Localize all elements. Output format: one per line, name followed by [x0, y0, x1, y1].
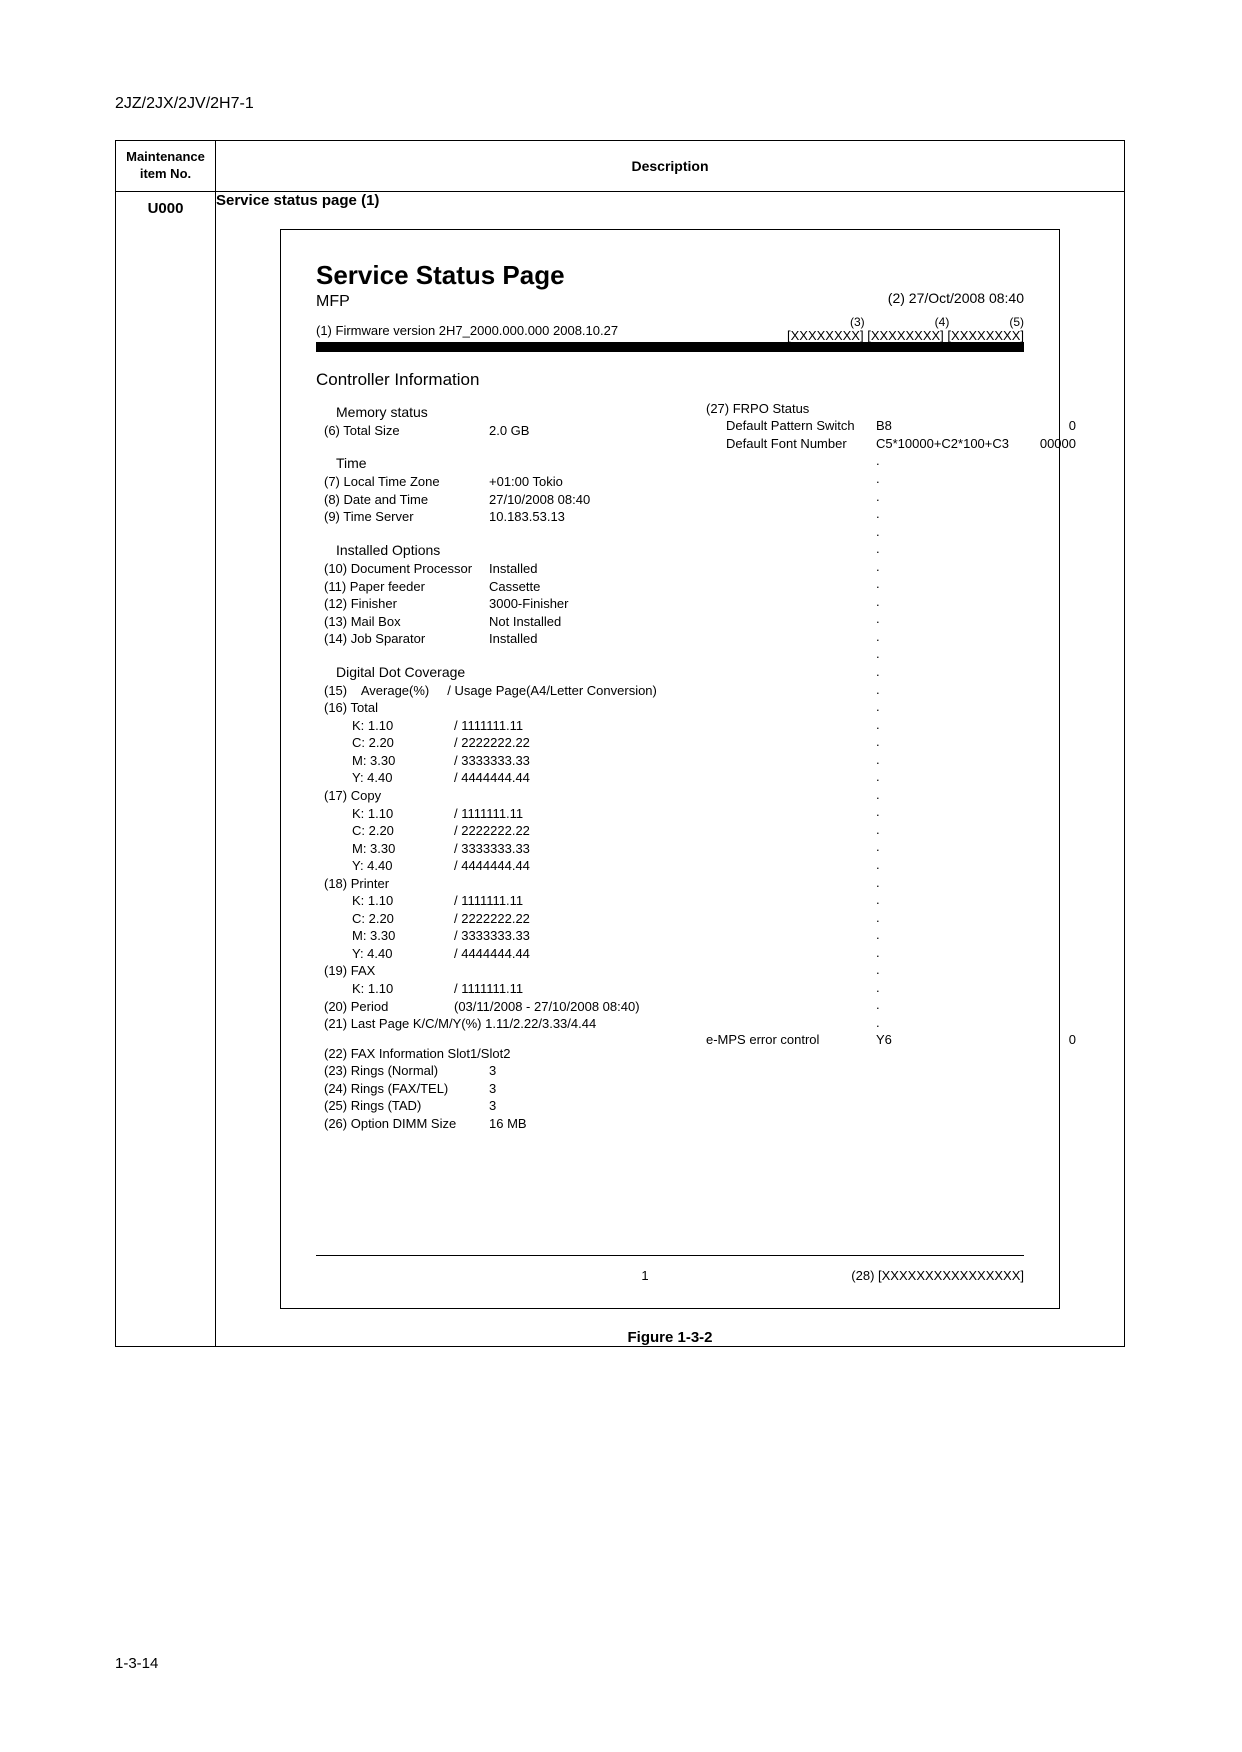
cc-l: C: 2.20	[324, 822, 454, 840]
rt-v: 3	[489, 1097, 686, 1115]
pk-l: K: 1.10	[324, 892, 454, 910]
emps-l: e-MPS error control	[706, 1031, 876, 1049]
js-label: (14) Job Sparator	[324, 630, 489, 648]
fn-label: (12) Finisher	[324, 595, 489, 613]
pf-label: (11) Paper feeder	[324, 578, 489, 596]
ts-label: (9) Time Server	[324, 508, 489, 526]
cm-v: / 3333333.33	[454, 840, 686, 858]
tc-v: / 2222222.22	[454, 734, 686, 752]
tz-value: +01:00 Tokio	[489, 473, 686, 491]
tc-l: C: 2.20	[324, 734, 454, 752]
service-status-title: Service Status Page	[316, 260, 1024, 291]
rf-l: (24) Rings (FAX/TEL)	[324, 1080, 489, 1098]
emps-v: Y6	[876, 1031, 1026, 1049]
rn-l: (23) Rings (Normal)	[324, 1062, 489, 1080]
pc-v: / 2222222.22	[454, 910, 686, 928]
dfn-l: Default Font Number	[706, 435, 876, 453]
pf-value: Cassette	[489, 578, 686, 596]
divider-bar	[316, 342, 1024, 352]
dps-n: 0	[1026, 417, 1076, 435]
document-page-number: 1-3-14	[115, 1655, 158, 1672]
faxinfo-heading: (22) FAX Information Slot1/Slot2	[324, 1045, 510, 1063]
total-size-label: (6) Total Size	[324, 422, 489, 440]
time-heading: Time	[336, 455, 686, 471]
dps-l: Default Pattern Switch	[706, 417, 876, 435]
dfn-v: C5*10000+C2*100+C3	[876, 435, 1026, 453]
page-footer: 1 (28) [XXXXXXXXXXXXXXXX]	[316, 1255, 1024, 1283]
ty-v: / 4444444.44	[454, 769, 686, 787]
cy-v: / 4444444.44	[454, 857, 686, 875]
dfn-n: 00000	[1026, 435, 1076, 453]
dps-v: B8	[876, 417, 1026, 435]
pk-v: / 1111111.11	[454, 892, 686, 910]
cc-v: / 2222222.22	[454, 822, 686, 840]
ddc-printer: (18) Printer	[324, 875, 389, 893]
item-no-cell: U000	[116, 191, 216, 1346]
inner-page-number: 1	[466, 1268, 824, 1283]
ddc-last: (21) Last Page K/C/M/Y(%) 1.11/2.22/3.33…	[324, 1015, 596, 1033]
print-date: (2) 27/Oct/2008 08:40	[888, 290, 1024, 306]
frpo-heading: (27) FRPO Status	[706, 400, 1076, 418]
od-l: (26) Option DIMM Size	[324, 1115, 489, 1133]
ts-value: 10.183.53.13	[489, 508, 686, 526]
codes-values: [XXXXXXXX] [XXXXXXXX] [XXXXXXXX]	[787, 329, 1024, 343]
tk-v: / 1111111.11	[454, 717, 686, 735]
service-status-page-box: Service Status Page MFP (2) 27/Oct/2008 …	[280, 229, 1060, 1309]
memory-status-heading: Memory status	[336, 404, 686, 420]
ddc-fax: (19) FAX	[324, 962, 375, 980]
total-size-value: 2.0 GB	[489, 422, 686, 440]
pc-l: C: 2.20	[324, 910, 454, 928]
rf-v: 3	[489, 1080, 686, 1098]
py-l: Y: 4.40	[324, 945, 454, 963]
code-28: (28) [XXXXXXXXXXXXXXXX]	[824, 1268, 1024, 1283]
ck-v: / 1111111.11	[454, 805, 686, 823]
col-head-item-no: Maintenance item No.	[116, 141, 216, 192]
dp-label: (10) Document Processor	[324, 560, 489, 578]
controller-info-heading: Controller Information	[316, 370, 1024, 390]
dt-label: (8) Date and Time	[324, 491, 489, 509]
fk-v: / 1111111.11	[454, 980, 686, 998]
mb-label: (13) Mail Box	[324, 613, 489, 631]
pm-l: M: 3.30	[324, 927, 454, 945]
period-v: (03/11/2008 - 27/10/2008 08:40)	[454, 998, 686, 1016]
cy-l: Y: 4.40	[324, 857, 454, 875]
figure-caption: Figure 1-3-2	[216, 1329, 1124, 1346]
dp-value: Installed	[489, 560, 686, 578]
tz-label: (7) Local Time Zone	[324, 473, 489, 491]
maintenance-table: Maintenance item No. Description U000 Se…	[115, 140, 1125, 1347]
od-v: 16 MB	[489, 1115, 686, 1133]
rt-l: (25) Rings (TAD)	[324, 1097, 489, 1115]
ddc-copy: (17) Copy	[324, 787, 381, 805]
py-v: / 4444444.44	[454, 945, 686, 963]
tm-l: M: 3.30	[324, 752, 454, 770]
fn-value: 3000-Finisher	[489, 595, 686, 613]
doc-header-code: 2JZ/2JX/2JV/2H7-1	[115, 95, 254, 113]
description-cell: Service status page (1) Service Status P…	[216, 191, 1125, 1346]
desc-title: Service status page (1)	[216, 192, 1124, 209]
period-l: (20) Period	[324, 998, 454, 1016]
ddc-total: (16) Total	[324, 699, 378, 717]
ck-l: K: 1.10	[324, 805, 454, 823]
tm-v: / 3333333.33	[454, 752, 686, 770]
col-head-description: Description	[216, 141, 1125, 192]
left-column: Memory status (6) Total Size2.0 GB Time …	[316, 400, 686, 1133]
fk-l: K: 1.10	[324, 980, 454, 998]
rn-v: 3	[489, 1062, 686, 1080]
dt-value: 27/10/2008 08:40	[489, 491, 686, 509]
pm-v: / 3333333.33	[454, 927, 686, 945]
installed-options-heading: Installed Options	[336, 542, 686, 558]
ddc-heading: Digital Dot Coverage	[336, 664, 686, 680]
serial-codes: (3) (4) (5) [XXXXXXXX] [XXXXXXXX] [XXXXX…	[787, 316, 1024, 343]
js-value: Installed	[489, 630, 686, 648]
ddc-avg: (15) Average(%) / Usage Page(A4/Letter C…	[324, 682, 657, 700]
mb-value: Not Installed	[489, 613, 686, 631]
right-column: (27) FRPO Status Default Pattern SwitchB…	[706, 400, 1076, 1133]
tk-l: K: 1.10	[324, 717, 454, 735]
emps-n: 0	[1026, 1031, 1076, 1049]
ty-l: Y: 4.40	[324, 769, 454, 787]
cm-l: M: 3.30	[324, 840, 454, 858]
codes-labels: (3) (4) (5)	[787, 316, 1024, 329]
